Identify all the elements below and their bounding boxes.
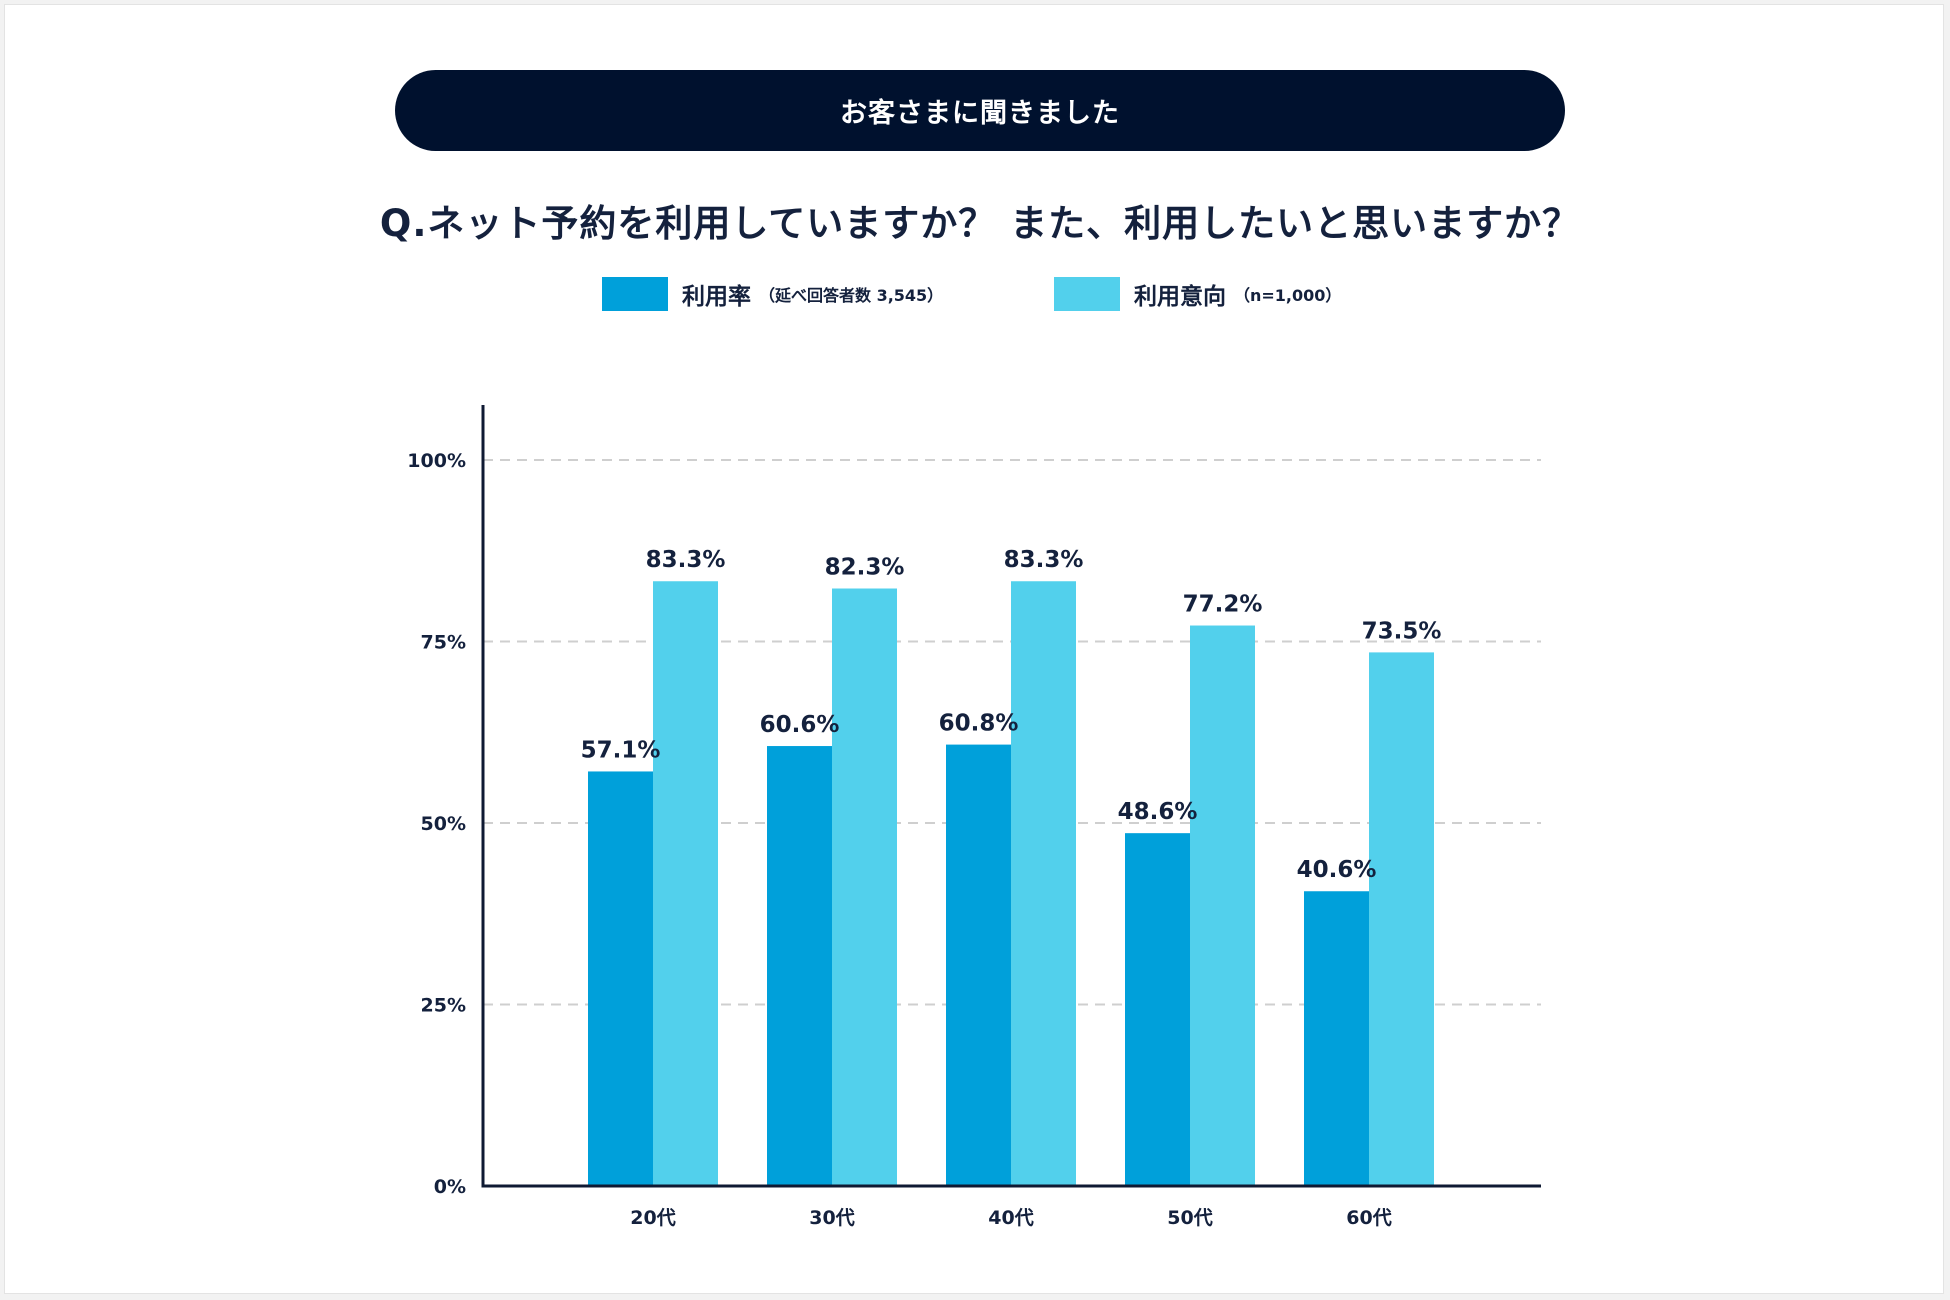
- value-label-usage-intent-30代: 82.3%: [825, 555, 905, 581]
- bar-usage-rate-40代: [946, 744, 1011, 1186]
- value-label-usage-rate-20代: 57.1%: [581, 737, 661, 763]
- legend-item-usage-intent: 利用意向 （n=1,000）: [1054, 277, 1341, 311]
- value-label-usage-rate-60代: 40.6%: [1297, 857, 1377, 883]
- legend-note-usage-intent: （n=1,000）: [1234, 286, 1342, 305]
- x-tick-label-50代: 50代: [1167, 1207, 1212, 1229]
- value-label-usage-rate-30代: 60.6%: [760, 712, 840, 738]
- legend-swatch-usage-rate: [602, 277, 668, 311]
- bar-usage-intent-60代: [1369, 652, 1434, 1186]
- question-title: Q.ネット予約を利用していますか？ また、利用したいと思いますか？: [379, 202, 1581, 245]
- bar-usage-intent-50代: [1190, 625, 1255, 1186]
- value-labels: 57.1% 83.3% 60.6% 82.3% 60.8% 83.3% 48.6% 77.2%…: [581, 547, 1442, 883]
- value-label-usage-rate-40代: 60.8%: [939, 711, 1019, 737]
- bar-usage-rate-30代: [767, 746, 832, 1186]
- bar-usage-intent-20代: [653, 581, 718, 1186]
- x-tick-label-60代: 60代: [1346, 1207, 1391, 1229]
- bar-usage-rate-50代: [1125, 833, 1190, 1186]
- legend-label-usage-rate: 利用率: [682, 284, 751, 310]
- bar-usage-intent-40代: [1011, 581, 1076, 1186]
- legend-swatch-usage-intent: [1054, 277, 1120, 311]
- bar-usage-intent-30代: [832, 588, 897, 1186]
- legend-item-usage-rate: 利用率 （延べ回答者数 3,545）: [602, 277, 943, 311]
- bar-usage-rate-20代: [588, 771, 653, 1186]
- y-tick-label-0: 0%: [434, 1176, 466, 1198]
- banner-text: お客さまに聞きました: [840, 98, 1120, 129]
- y-tick-label-75: 75%: [421, 632, 466, 654]
- axes: 0% 25% 50% 75% 100% 20代 30代 40代 50代 60代: [407, 405, 1541, 1229]
- legend-note-usage-rate: （延べ回答者数 3,545）: [759, 286, 944, 305]
- value-label-usage-intent-50代: 77.2%: [1183, 592, 1263, 618]
- value-label-usage-intent-40代: 83.3%: [1004, 547, 1084, 573]
- x-tick-label-30代: 30代: [809, 1207, 854, 1229]
- survey-banner: お客さまに聞きました: [395, 70, 1565, 151]
- bars: [588, 581, 1434, 1186]
- bar-usage-rate-60代: [1304, 891, 1369, 1186]
- x-tick-label-20代: 20代: [630, 1207, 675, 1229]
- y-tick-label-50: 50%: [421, 813, 466, 835]
- y-tick-label-25: 25%: [421, 995, 466, 1017]
- legend-label-usage-intent: 利用意向: [1134, 284, 1226, 310]
- y-tick-label-100: 100%: [407, 450, 466, 472]
- value-label-usage-intent-20代: 83.3%: [646, 547, 726, 573]
- value-label-usage-intent-60代: 73.5%: [1362, 618, 1442, 644]
- value-label-usage-rate-50代: 48.6%: [1118, 799, 1198, 825]
- x-tick-label-40代: 40代: [988, 1207, 1033, 1229]
